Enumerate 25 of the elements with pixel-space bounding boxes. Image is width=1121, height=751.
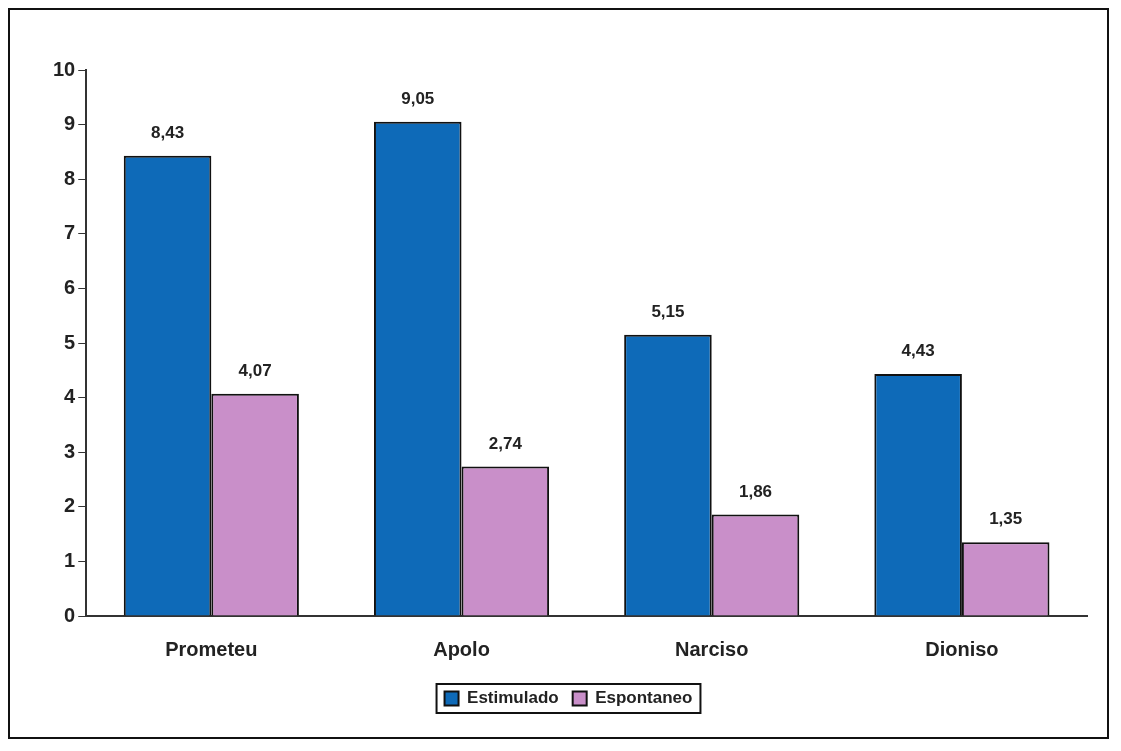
y-tick-label: 6 <box>64 275 76 298</box>
data-label: 4,43 <box>901 341 935 361</box>
legend-label: Espontaneo <box>595 688 693 708</box>
y-tick-label: 0 <box>64 603 76 626</box>
x-tick-label: Narciso <box>675 637 749 660</box>
y-tick-label: 2 <box>64 494 76 517</box>
data-label: 2,74 <box>488 433 523 453</box>
x-tick-label: Apolo <box>433 637 490 660</box>
x-tick-label: Prometeu <box>165 637 258 660</box>
y-tick-label: 3 <box>64 439 76 462</box>
x-tick-label: Dioniso <box>925 637 999 660</box>
y-tick-label: 7 <box>64 221 76 244</box>
y-tick-label: 1 <box>64 548 76 571</box>
y-tick-label: 8 <box>64 166 76 189</box>
data-label: 4,07 <box>238 360 272 380</box>
data-label: 1,86 <box>738 481 773 501</box>
legend-label: Estimulado <box>467 688 559 708</box>
y-tick-label: 5 <box>64 330 76 353</box>
data-label: 1,35 <box>989 509 1023 529</box>
data-label: 5,15 <box>651 302 685 321</box>
data-label: 8,43 <box>151 122 185 142</box>
y-tick-label: 4 <box>64 385 77 408</box>
y-tick-label: 10 <box>53 57 76 80</box>
data-label: 9,05 <box>401 89 435 109</box>
y-tick-label: 9 <box>64 112 76 135</box>
